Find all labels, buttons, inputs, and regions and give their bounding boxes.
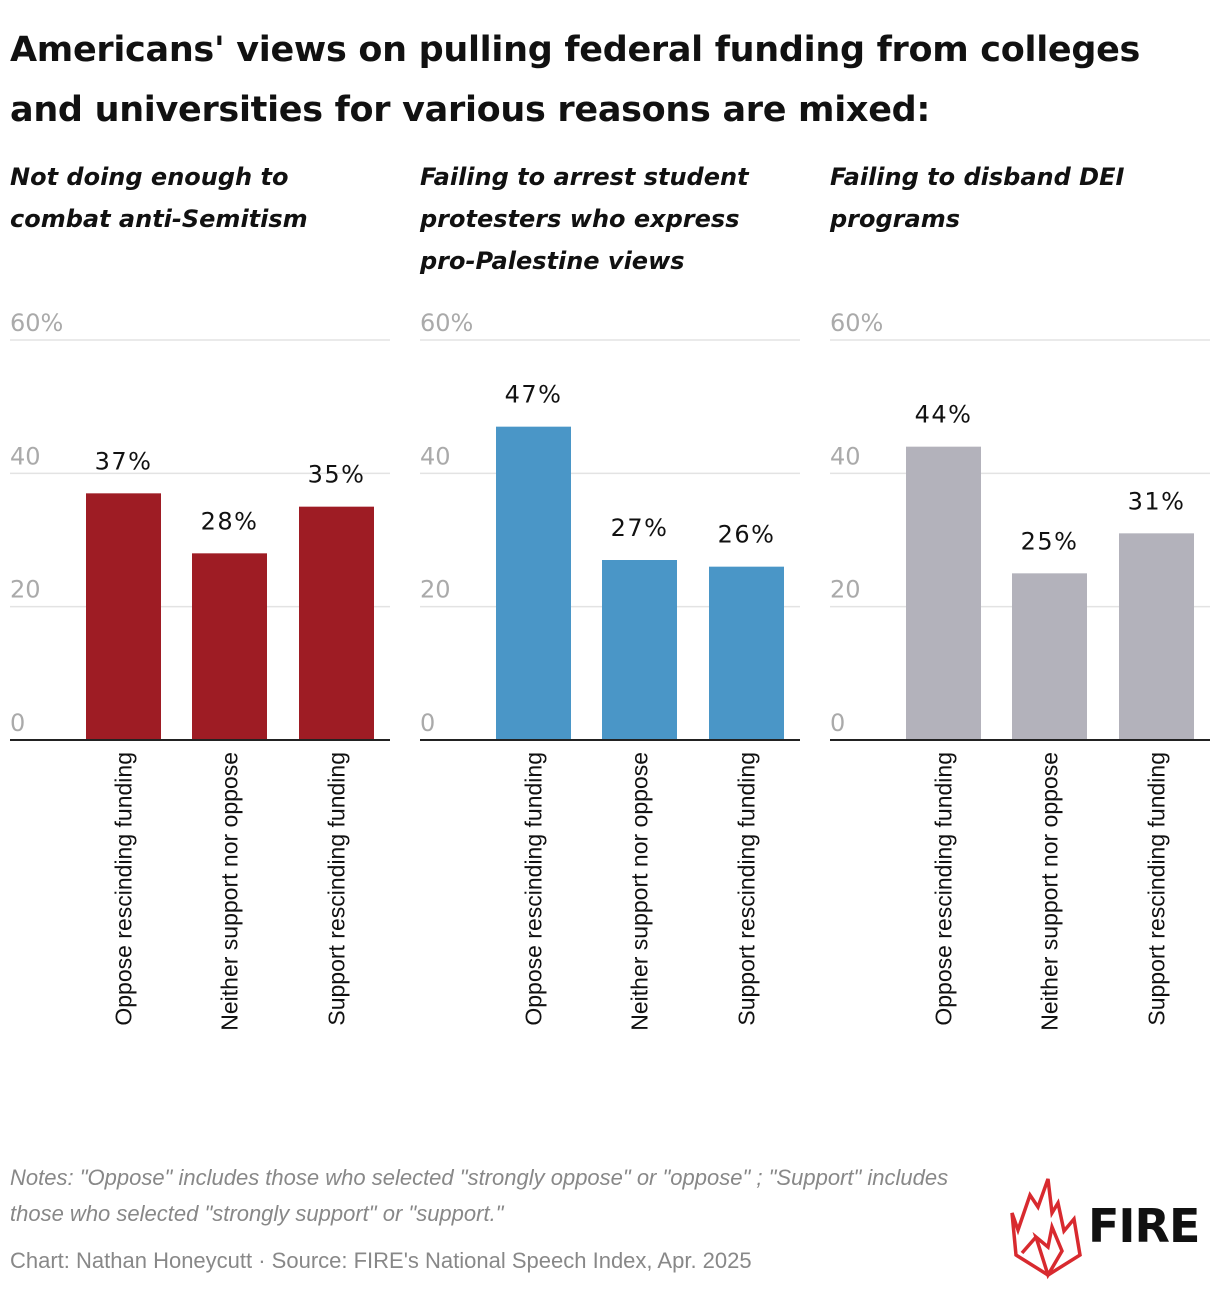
bar	[86, 493, 161, 740]
panel-title: Failing to arrest student protesters who…	[420, 163, 749, 275]
chart-title: Americans' views on pulling federal fund…	[10, 30, 1141, 130]
data-label: 26%	[718, 521, 776, 549]
bar	[602, 560, 677, 740]
fire-logo: FIRE	[1008, 1175, 1213, 1280]
chart-panel-pro-palestine: Failing to arrest student protesters who…	[420, 150, 800, 1080]
y-tick-label: 40	[10, 442, 41, 470]
bar-chart-svg: 0 20 40 60% 37% Oppose rescinding funding 28% N…	[10, 309, 390, 1031]
bar	[1119, 533, 1194, 740]
y-tick-label: 40	[420, 442, 451, 470]
logo-text: FIRE	[1088, 1199, 1200, 1253]
y-tick-label: 20	[830, 576, 861, 604]
data-label: 27%	[611, 514, 669, 542]
y-tick-label: 60%	[830, 309, 883, 337]
y-tick-label: 40	[830, 442, 861, 470]
chart-credit: Chart: Nathan Honeycutt · Source: FIRE's…	[10, 1248, 752, 1273]
y-tick-label: 0	[420, 709, 435, 737]
y-tick-label: 60%	[420, 309, 473, 337]
flame-icon	[1010, 1178, 1082, 1280]
bar	[709, 566, 784, 740]
x-tick-label: Oppose rescinding funding	[931, 752, 957, 1026]
bar	[906, 446, 981, 740]
x-tick-label: Support rescinding funding	[324, 752, 350, 1026]
x-tick-label: Oppose rescinding funding	[111, 752, 137, 1026]
y-tick-label: 20	[10, 576, 41, 604]
bar-chart-svg: 0 20 40 60% 44% Oppose rescinding funding 25% N…	[830, 309, 1210, 1031]
bar	[496, 426, 571, 740]
data-label: 31%	[1128, 487, 1186, 515]
data-label: 37%	[95, 447, 153, 475]
chart-panel-dei: Failing to disband DEI programs 0 20 40 60%…	[830, 150, 1210, 1080]
bar	[299, 506, 374, 740]
data-label: 25%	[1021, 527, 1079, 555]
x-tick-label: Oppose rescinding funding	[521, 752, 547, 1026]
y-tick-label: 0	[830, 709, 845, 737]
x-tick-label: Neither support nor oppose	[217, 752, 243, 1031]
x-tick-label: Support rescinding funding	[734, 752, 760, 1026]
x-tick-label: Support rescinding funding	[1144, 752, 1170, 1026]
chart-notes: Notes: "Oppose" includes those who selec…	[10, 1165, 949, 1226]
bar	[1012, 573, 1087, 740]
y-tick-label: 0	[10, 709, 25, 737]
x-tick-label: Neither support nor oppose	[627, 752, 653, 1031]
chart-panel-antisemitism: Not doing enough to combat anti-Semitism…	[10, 150, 390, 1080]
y-tick-label: 60%	[10, 309, 63, 337]
data-label: 47%	[505, 381, 563, 409]
bar-chart-svg: 0 20 40 60% 47% Oppose rescinding funding 27% N…	[420, 309, 800, 1031]
panel-title: Not doing enough to combat anti-Semitism	[10, 163, 308, 233]
bar	[192, 553, 267, 740]
data-label: 35%	[308, 461, 366, 489]
x-tick-label: Neither support nor oppose	[1037, 752, 1063, 1031]
data-label: 28%	[201, 507, 259, 535]
data-label: 44%	[915, 401, 973, 429]
y-tick-label: 20	[420, 576, 451, 604]
panel-title: Failing to disband DEI programs	[830, 163, 1125, 233]
